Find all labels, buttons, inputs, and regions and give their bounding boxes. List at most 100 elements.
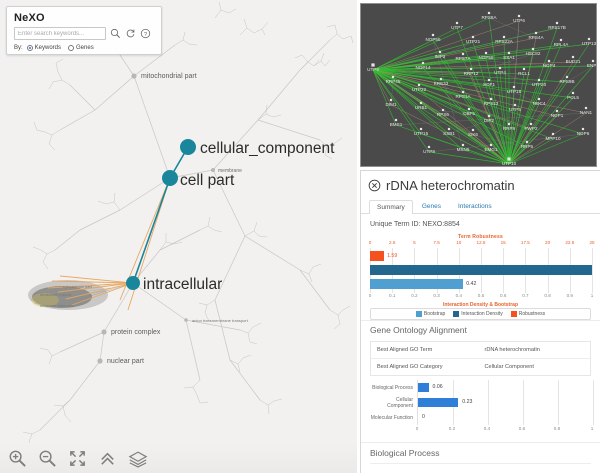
gene-node[interactable]	[502, 35, 506, 39]
network-toolbar[interactable]	[0, 443, 357, 473]
legend-item[interactable]: Bootstrap	[415, 311, 445, 317]
panel-tabs[interactable]: Summary Genes Interactions	[361, 199, 600, 214]
tab-summary[interactable]: Summary	[369, 200, 413, 214]
radio-keywords[interactable]: Keywords	[26, 45, 61, 51]
gene-node[interactable]	[571, 91, 575, 95]
double-chevron-up-icon[interactable]	[98, 449, 117, 468]
term-detail-panel[interactable]: rDNA heterochromatin Summary Genes Inter…	[360, 170, 600, 473]
gene-node[interactable]	[471, 128, 475, 132]
gene-node[interactable]	[469, 67, 473, 71]
gene-node[interactable]	[394, 118, 398, 122]
go-bar[interactable]	[418, 398, 459, 407]
gene-node[interactable]	[421, 61, 425, 65]
gene-node[interactable]	[584, 106, 588, 110]
gene-node[interactable]	[487, 11, 491, 15]
zoom-in-icon[interactable]	[8, 449, 27, 468]
gene-node[interactable]	[512, 85, 516, 89]
reset-icon[interactable]	[125, 28, 136, 39]
radio-genes[interactable]: Genes	[68, 45, 94, 51]
radio-genes-dot[interactable]	[68, 45, 75, 51]
gene-node[interactable]	[461, 143, 465, 147]
gene-node[interactable]	[555, 109, 559, 113]
gene-node[interactable]	[551, 132, 555, 136]
legend-item[interactable]: Interaction Density	[453, 311, 503, 317]
gene-node[interactable]	[489, 97, 493, 101]
gene-node[interactable]	[534, 31, 538, 35]
close-circle-icon[interactable]	[368, 179, 381, 192]
gene-node[interactable]	[461, 52, 465, 56]
gene-node[interactable]	[419, 101, 423, 105]
ontology-network-view[interactable]: mitochondrial part membrane protein comp…	[0, 0, 357, 473]
go-bar[interactable]	[418, 383, 429, 392]
search-input[interactable]	[14, 27, 106, 40]
search-row[interactable]: ?	[14, 27, 155, 40]
bar-interaction-density[interactable]	[370, 265, 592, 275]
gene-node[interactable]	[555, 21, 559, 25]
node-cell-part[interactable]	[162, 170, 178, 186]
gene-node[interactable]	[447, 127, 451, 131]
gene-node[interactable]	[389, 98, 393, 102]
gene-node[interactable]	[371, 63, 375, 67]
gene-node[interactable]	[461, 90, 465, 94]
tab-interactions[interactable]: Interactions	[457, 203, 492, 210]
gene-node[interactable]	[427, 145, 431, 149]
node-intracellular[interactable]	[126, 276, 140, 290]
search-by-row[interactable]: By: Keywords Genes	[14, 45, 155, 51]
gene-node[interactable]	[438, 50, 442, 54]
gene-node[interactable]	[487, 78, 491, 82]
gene-node[interactable]	[571, 55, 575, 59]
chart-legend[interactable]: Bootstrap Interaction Density Robustness	[370, 308, 591, 320]
gene-node[interactable]	[513, 103, 517, 107]
gene-node[interactable]	[529, 122, 533, 126]
ontology-small-nodes[interactable]	[97, 73, 215, 364]
gene-node[interactable]	[507, 157, 511, 161]
gene-interaction-network[interactable]: UTP9 NOP56 UTP7 RPS8A UTP6 RPS17B UTP21 RPS22A R…	[360, 3, 597, 167]
gene-node[interactable]	[441, 108, 445, 112]
bar-bootstrap[interactable]	[370, 279, 464, 289]
gene-node[interactable]	[507, 51, 511, 55]
legend-item[interactable]: Robustness	[510, 311, 545, 317]
help-icon[interactable]: ?	[140, 28, 151, 39]
gene-node[interactable]	[467, 107, 471, 111]
gene-node[interactable]	[507, 122, 511, 126]
gene-node[interactable]	[537, 78, 541, 82]
go-axis-tick: 1	[590, 426, 594, 431]
tab-genes[interactable]: Genes	[421, 203, 441, 210]
fit-screen-icon[interactable]	[68, 449, 87, 468]
gene-node[interactable]	[439, 77, 443, 81]
gene-node[interactable]	[517, 14, 521, 18]
gene-node[interactable]	[591, 59, 595, 63]
gene-graph[interactable]: UTP9 NOP56 UTP7 RPS8A UTP6 RPS17B UTP21 RPS22A R…	[361, 4, 597, 167]
gene-node[interactable]	[547, 59, 551, 63]
gene-node[interactable]	[581, 127, 585, 131]
radio-keywords-dot[interactable]	[26, 45, 33, 51]
gene-node[interactable]	[537, 97, 541, 101]
gene-node[interactable]	[498, 66, 502, 70]
gene-node[interactable]	[471, 35, 475, 39]
gene-node[interactable]	[419, 127, 423, 131]
node-cellular-component[interactable]	[180, 139, 196, 155]
gene-node[interactable]	[531, 47, 535, 51]
ontology-graph[interactable]: mitochondrial part membrane protein comp…	[0, 0, 357, 473]
gene-node[interactable]	[587, 37, 591, 41]
gene-node[interactable]	[455, 21, 459, 25]
layers-icon[interactable]	[128, 449, 148, 468]
gene-node[interactable]	[525, 140, 529, 144]
gene-node[interactable]	[522, 67, 526, 71]
axis-tick-top: 10	[456, 240, 462, 245]
zoom-out-icon[interactable]	[38, 449, 57, 468]
gene-node[interactable]	[431, 33, 435, 37]
axis-tick-top: 0	[368, 240, 372, 245]
gene-node[interactable]	[391, 75, 395, 79]
go-axis-tick: 0.4	[483, 426, 491, 431]
gene-label: DIM1	[386, 102, 397, 107]
bar-robustness[interactable]	[370, 251, 385, 261]
gene-node[interactable]	[487, 114, 491, 118]
gene-node[interactable]	[489, 143, 493, 147]
gene-node[interactable]	[565, 75, 569, 79]
search-panel[interactable]: NeXO ? By: Keywords Ge	[6, 6, 162, 55]
gene-node[interactable]	[417, 83, 421, 87]
gene-node[interactable]	[559, 38, 563, 42]
search-icon[interactable]	[110, 28, 121, 39]
gene-node[interactable]	[484, 51, 488, 55]
